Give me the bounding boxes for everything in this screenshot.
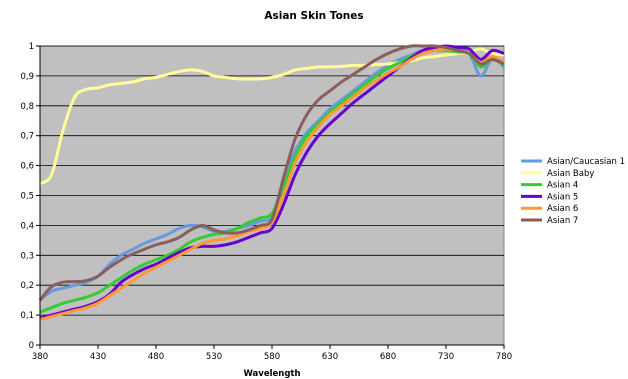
x-tick-label: 530 bbox=[206, 352, 222, 362]
x-tick-label: 430 bbox=[90, 352, 106, 362]
x-tick-label: 780 bbox=[496, 352, 512, 362]
y-tick-label: 0,3 bbox=[20, 251, 34, 261]
x-tick-label: 730 bbox=[438, 352, 454, 362]
x-axis-label: Wavelength bbox=[243, 369, 300, 379]
x-tick-label: 480 bbox=[148, 352, 164, 362]
x-tick-labels: 380 430 480 530 580 630 680 730 780 bbox=[32, 352, 512, 362]
legend-entry: Asian 4 bbox=[547, 181, 578, 191]
x-tick-label: 580 bbox=[264, 352, 280, 362]
series-lines bbox=[38, 44, 506, 322]
x-tick-label: 680 bbox=[380, 352, 396, 362]
series-line-1 bbox=[39, 47, 505, 185]
x-tick-label: 380 bbox=[32, 352, 48, 362]
legend-entry: Asian 7 bbox=[547, 216, 578, 226]
axes bbox=[36, 45, 505, 349]
y-tick-label: 1 bbox=[29, 42, 34, 52]
series-line-3 bbox=[39, 44, 505, 320]
x-tick-label: 630 bbox=[322, 352, 338, 362]
y-tick-label: 0,9 bbox=[20, 72, 34, 82]
series-line-5 bbox=[38, 44, 505, 302]
y-tick-label: 0,6 bbox=[20, 162, 34, 172]
legend-entry: Asian 6 bbox=[547, 204, 578, 214]
y-tick-label: 0,5 bbox=[20, 192, 34, 202]
y-tick-label: 0,8 bbox=[20, 102, 34, 112]
y-tick-label: 0,2 bbox=[20, 281, 34, 291]
legend-entry: Asian 5 bbox=[547, 192, 578, 202]
y-tick-labels: 0 0,1 0,2 0,3 0,4 0,5 0,6 0,7 0,8 0,9 1 bbox=[20, 42, 34, 351]
chart-title: Asian Skin Tones bbox=[264, 10, 363, 22]
y-tick-label: 0,4 bbox=[20, 221, 34, 231]
legend-entry: Asian Baby bbox=[547, 169, 594, 179]
legend-entry: Asian/Caucasian 1 bbox=[547, 157, 625, 167]
y-tick-label: 0,1 bbox=[20, 311, 34, 321]
y-tick-label: 0,7 bbox=[20, 132, 34, 142]
y-tick-label: 0 bbox=[29, 341, 34, 351]
